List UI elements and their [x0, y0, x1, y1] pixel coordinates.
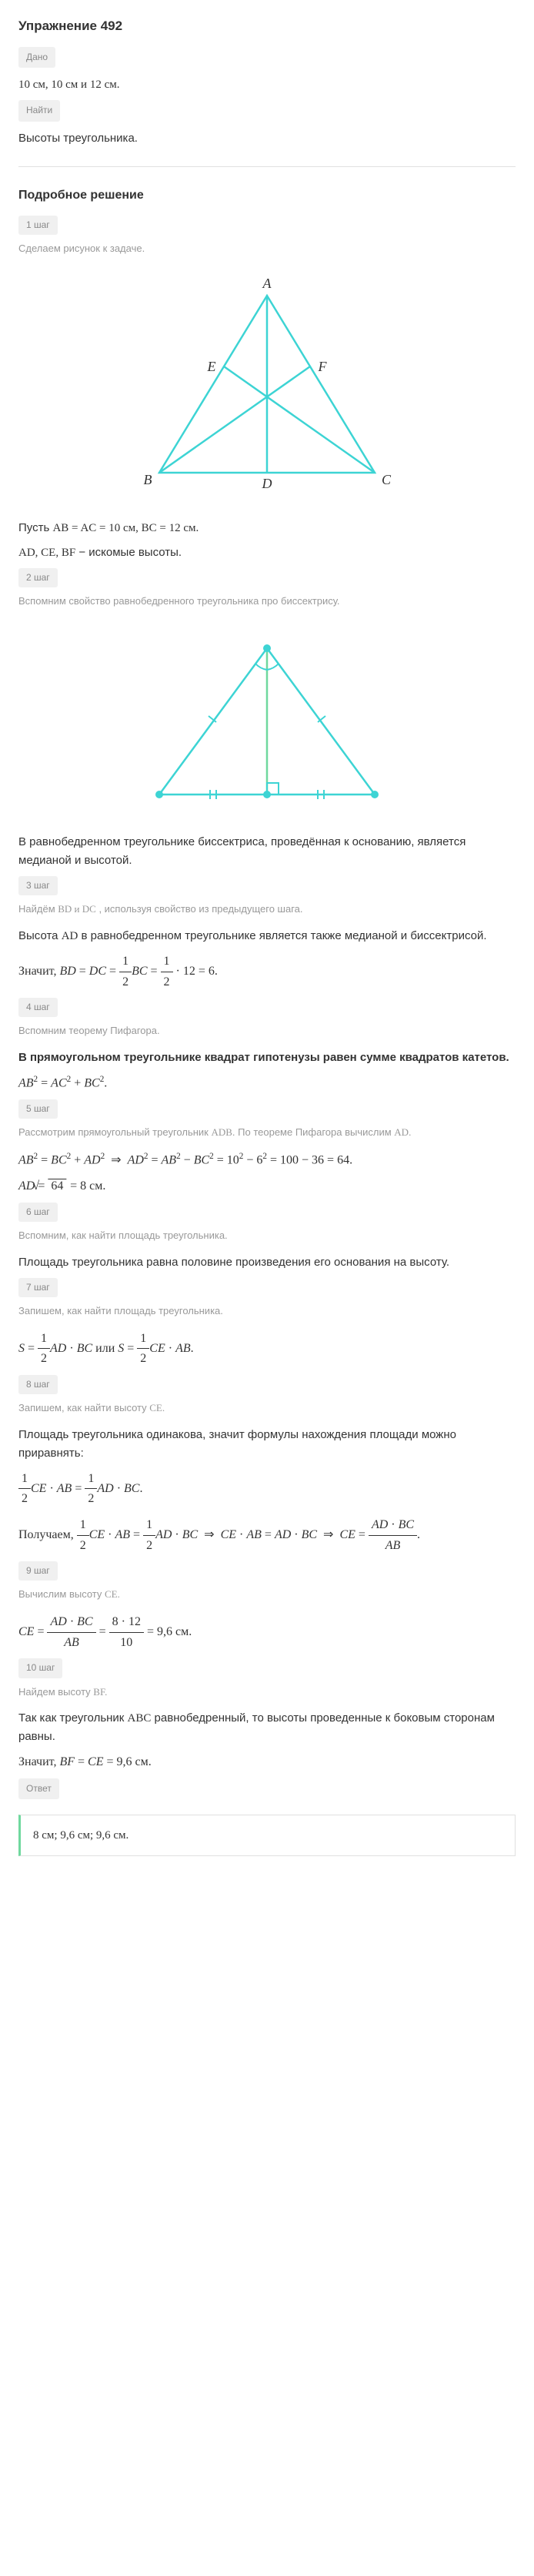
- heights-post: − искомые высоты.: [75, 546, 182, 559]
- s9-desc-pre: Вычислим высоту: [18, 1588, 105, 1600]
- s10-formula: Значит, BF = CE = 9,6 см.: [18, 1752, 516, 1772]
- step-3-tag: 3 шаг: [18, 876, 58, 895]
- step-5-desc: Рассмотрим прямоугольный треугольник ADB…: [18, 1125, 516, 1141]
- given-text: 10 см, 10 см и 12 см.: [18, 75, 516, 94]
- step-10-desc: Найдем высоту BF.: [18, 1684, 516, 1701]
- triangle-diagram-1: A B C D E F: [18, 273, 516, 503]
- s7-formula: S = 12AD · BC или S = 12CE · AB.: [18, 1329, 516, 1369]
- heights-math: AD, CE, BF: [18, 547, 75, 559]
- s10-desc-math: BF.: [93, 1686, 107, 1698]
- svg-text:C: C: [382, 472, 392, 487]
- s8-text: Площадь треугольника одинакова, значит ф…: [18, 1426, 516, 1463]
- s5-desc-post: . По теореме Пифагора вычислим: [232, 1126, 394, 1138]
- separator: [18, 166, 516, 167]
- s8-desc-pre: Запишем, как найти высоту: [18, 1402, 149, 1413]
- find-tag: Найти: [18, 100, 60, 121]
- step-9-desc: Вычислим высоту CE.: [18, 1587, 516, 1603]
- step-5-tag: 5 шаг: [18, 1099, 58, 1119]
- solution-title: Подробное решение: [18, 186, 516, 206]
- step-8-desc: Запишем, как найти высоту CE.: [18, 1400, 516, 1417]
- s8-formula2: Получаем, 12CE · AB = 12AD · BC ⇒ CE · A…: [18, 1515, 516, 1555]
- s3-desc-pre: Найдём: [18, 903, 58, 915]
- step-8-tag: 8 шаг: [18, 1375, 58, 1394]
- step-7-tag: 7 шаг: [18, 1278, 58, 1297]
- s8-get: Получаем,: [18, 1528, 77, 1541]
- svg-text:E: E: [207, 359, 216, 374]
- pythag-formula: AB2 = AC2 + BC2.: [18, 1073, 516, 1093]
- step-2-tag: 2 шаг: [18, 568, 58, 587]
- step-10-tag: 10 шаг: [18, 1658, 62, 1678]
- s3-text-pre: Высота: [18, 929, 62, 942]
- exercise-title: Упражнение 492: [18, 15, 516, 36]
- step-4-tag: 4 шаг: [18, 998, 58, 1017]
- s3-text-math: AD: [62, 930, 78, 942]
- heights-text: AD, CE, BF − искомые высоты.: [18, 544, 516, 562]
- s5-line1: AB2 = BC2 + AD2 ⇒ AD2 = AB2 − BC2 = 102 …: [18, 1150, 516, 1170]
- step-7-desc: Запишем, как найти площадь треугольника.: [18, 1303, 516, 1320]
- s3-text-post: в равнобедренном треугольнике является т…: [78, 929, 486, 942]
- svg-text:B: B: [144, 472, 152, 487]
- step-1-tag: 1 шаг: [18, 216, 58, 235]
- s10-text-math: ABC: [128, 1712, 152, 1725]
- s3-formula-pre: Значит,: [18, 965, 59, 978]
- s3-desc-post: , используя свойство из предыдущего шага…: [96, 903, 303, 915]
- step-4-desc: Вспомним теорему Пифагора.: [18, 1023, 516, 1039]
- svg-text:A: A: [262, 276, 272, 291]
- s3-formula: Значит, BD = DC = 12BC = 12 · 12 = 6.: [18, 952, 516, 992]
- s9-formula: CE = AD · BCAB = 8 · 1210 = 9,6 см.: [18, 1612, 516, 1652]
- step-9-tag: 9 шаг: [18, 1561, 58, 1581]
- given-tag: Дано: [18, 47, 55, 68]
- s5-desc-pre: Рассмотрим прямоугольный треугольник: [18, 1126, 211, 1138]
- area-text: Площадь треугольника равна половине прои…: [18, 1253, 516, 1272]
- s10-formula-pre: Значит,: [18, 1755, 59, 1768]
- step-6-desc: Вспомним, как найти площадь треугольника…: [18, 1228, 516, 1244]
- answer-tag: Ответ: [18, 1778, 59, 1799]
- s10-text: Так как треугольник ABC равнобедренный, …: [18, 1709, 516, 1746]
- svg-text:F: F: [318, 359, 328, 374]
- s3-text: Высота AD в равнобедренном треугольнике …: [18, 927, 516, 945]
- answer-box: 8 см; 9,6 см; 9,6 см.: [18, 1815, 516, 1856]
- let-math: AB = AC = 10 см, BC = 12 см.: [52, 522, 199, 534]
- s9-desc-math: CE.: [105, 1588, 120, 1600]
- given-math: 10 см, 10 см и 12 см.: [18, 79, 119, 91]
- s8-formula1: 12CE · AB = 12AD · BC.: [18, 1469, 516, 1509]
- s5-line2: AD = 64 √ = 8 см.: [18, 1176, 516, 1196]
- step-6-tag: 6 шаг: [18, 1203, 58, 1222]
- let-pre: Пусть: [18, 521, 52, 534]
- s10-text-pre: Так как треугольник: [18, 1711, 128, 1725]
- s3-desc-math: BD и DC: [58, 903, 96, 915]
- s10-desc-pre: Найдем высоту: [18, 1686, 93, 1698]
- s5-desc-math: ADB: [211, 1126, 232, 1138]
- s8-desc-math: CE.: [149, 1402, 165, 1413]
- let-text: Пусть AB = AC = 10 см, BC = 12 см.: [18, 519, 516, 537]
- triangle-diagram-2: [18, 625, 516, 818]
- bisector-text: В равнобедренном треугольнике биссектрис…: [18, 833, 516, 870]
- step-1-desc: Сделаем рисунок к задаче.: [18, 241, 516, 257]
- s5-desc-math2: AD.: [394, 1126, 411, 1138]
- find-text: Высоты треугольника.: [18, 129, 516, 148]
- step-2-desc: Вспомним свойство равнобедренного треуго…: [18, 594, 516, 610]
- pythag-text: В прямоугольном треугольнике квадрат гип…: [18, 1049, 516, 1067]
- svg-text:D: D: [262, 476, 272, 491]
- step-3-desc: Найдём BD и DC , используя свойство из п…: [18, 902, 516, 918]
